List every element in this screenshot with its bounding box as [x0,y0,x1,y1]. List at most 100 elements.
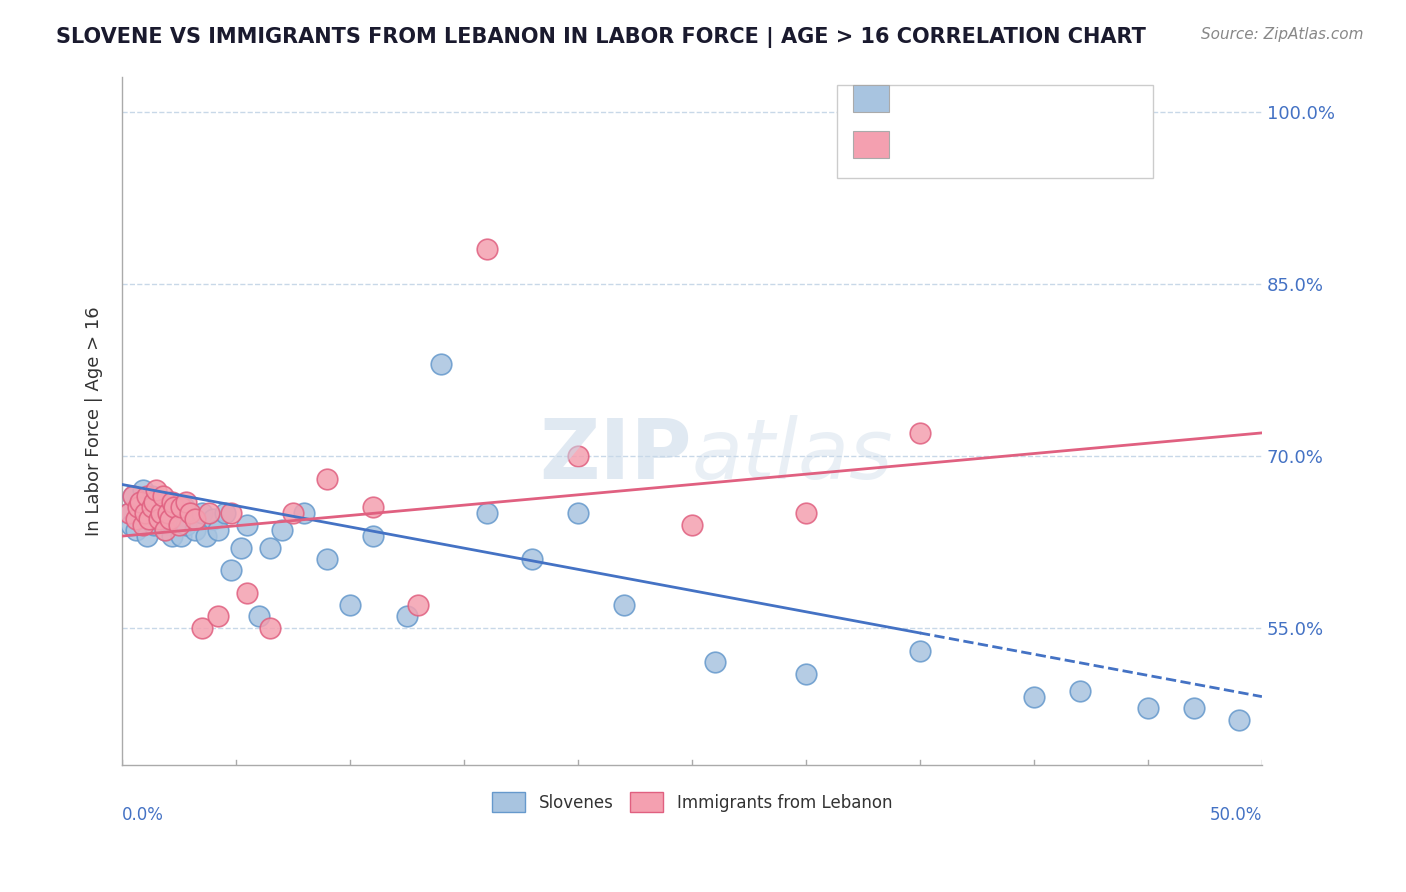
Point [155,524,177,538]
Point [141,489,163,503]
Text: atlas: atlas [692,416,894,496]
Point [1022,690,1045,704]
Point [136,489,159,503]
Point [122,489,145,503]
Text: Source: ZipAtlas.com: Source: ZipAtlas.com [1201,27,1364,42]
Point [259,541,281,555]
Point [908,644,931,658]
Point [159,517,181,532]
Point [152,506,174,520]
Point [270,524,292,538]
Point [141,500,163,515]
Text: SLOVENE VS IMMIGRANTS FROM LEBANON IN LABOR FORCE | AGE > 16 CORRELATION CHART: SLOVENE VS IMMIGRANTS FROM LEBANON IN LA… [56,27,1146,48]
Point [794,506,817,520]
Point [247,609,270,624]
Point [703,655,725,669]
Text: R = -0.288: R = -0.288 [900,89,1008,107]
Point [221,506,243,520]
Point [131,517,153,532]
Point [236,586,259,600]
Point [125,512,148,526]
Point [160,529,183,543]
Text: R =  0.167: R = 0.167 [900,136,1008,153]
Point [152,489,174,503]
Point [191,621,214,635]
Point [395,609,418,624]
Text: 0.0%: 0.0% [122,805,165,823]
Point [125,524,148,538]
Point [134,506,156,520]
Text: ZIP: ZIP [540,416,692,496]
Point [339,598,361,612]
Point [475,243,498,257]
Point [195,529,218,543]
Point [408,598,430,612]
Point [522,552,544,566]
Point [173,500,195,515]
Point [145,500,167,515]
Point [430,357,453,371]
Point [163,500,186,515]
Text: 50.0%: 50.0% [1209,805,1263,823]
Point [170,529,193,543]
Point [1227,713,1250,727]
Point [259,621,281,635]
Point [170,500,193,515]
Point [281,506,304,520]
Point [1069,684,1091,698]
Point [567,449,589,463]
Point [908,425,931,440]
Point [1182,701,1205,715]
Point [149,506,172,520]
Point [156,506,179,520]
Point [179,506,201,520]
Point [174,494,197,508]
Point [221,564,243,578]
Point [184,524,207,538]
Point [148,512,170,526]
Point [681,517,703,532]
Point [120,517,142,532]
Point [207,524,229,538]
Point [143,517,166,532]
Point [567,506,589,520]
Legend: Slovenes, Immigrants from Lebanon: Slovenes, Immigrants from Lebanon [485,785,898,819]
Point [163,506,186,520]
Point [122,489,145,503]
Point [167,512,190,526]
Point [179,506,201,520]
Point [214,506,236,520]
Point [148,494,170,508]
Point [156,500,179,515]
Point [118,506,141,520]
Text: N = 53: N = 53 [1059,136,1123,153]
Point [191,506,214,520]
Point [794,666,817,681]
Text: N = 65: N = 65 [1059,89,1123,107]
Point [127,500,149,515]
Point [361,529,384,543]
Point [1136,701,1159,715]
Point [160,494,183,508]
Y-axis label: In Labor Force | Age > 16: In Labor Force | Age > 16 [86,307,103,536]
Point [316,552,339,566]
Point [159,512,181,526]
Point [138,512,160,526]
Point [294,506,316,520]
Point [129,494,152,508]
Point [202,512,225,526]
Point [149,512,172,526]
Point [361,500,384,515]
Point [613,598,636,612]
Point [134,512,156,526]
Point [167,517,190,532]
Point [475,506,498,520]
Point [229,541,252,555]
Point [184,512,207,526]
Point [155,524,177,538]
Point [131,483,153,498]
Point [136,529,159,543]
Point [143,494,166,508]
Point [174,517,197,532]
Point [197,506,219,520]
